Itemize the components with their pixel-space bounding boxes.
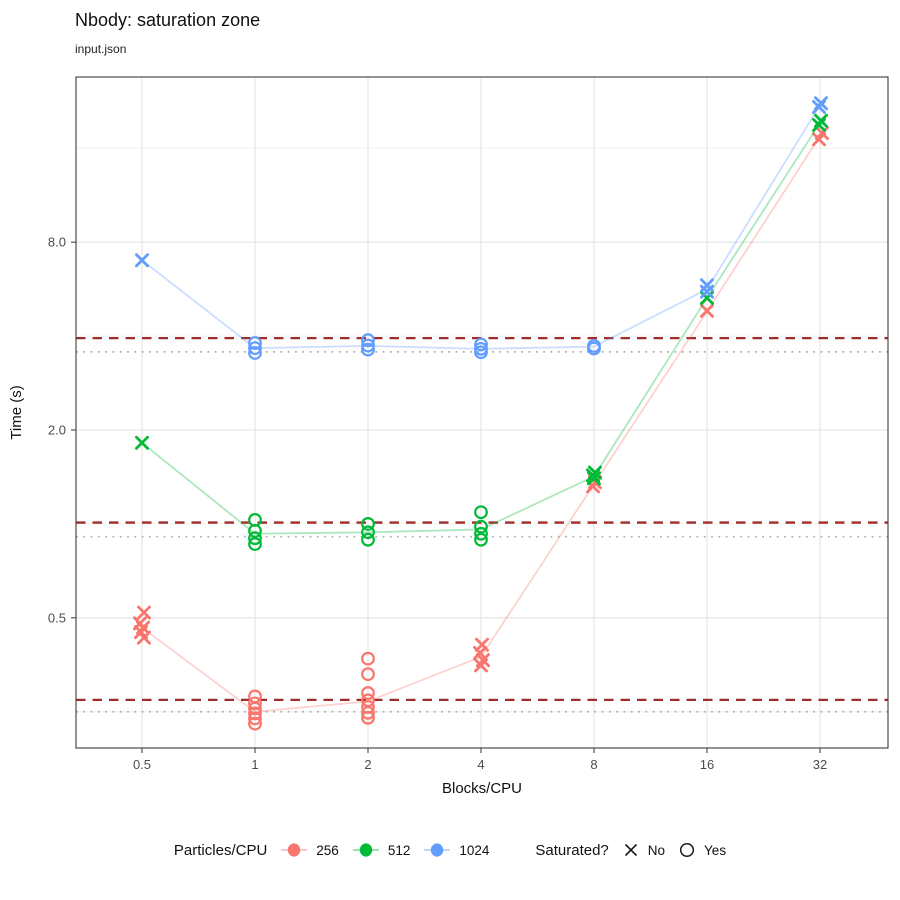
circle-marker-icon	[679, 842, 695, 858]
legend-item-saturated: Yes	[677, 840, 726, 860]
legend-item-512: 512	[351, 840, 411, 860]
point-unsaturated-512	[587, 471, 601, 486]
point-saturated-1024	[361, 338, 375, 353]
x-tick-label: 0.5	[133, 757, 151, 772]
point-saturated-256	[361, 667, 375, 682]
y-axis-title: Time (s)	[8, 385, 25, 439]
legend: Particles/CPU 256 512 1024 Saturated?	[0, 840, 900, 860]
point-saturated-256	[248, 701, 262, 716]
legend-item-not-saturated: No	[621, 840, 665, 860]
point-saturated-1024	[361, 333, 375, 348]
legend-shape-title: Saturated?	[535, 841, 609, 859]
x-tick-label: 8	[590, 757, 597, 772]
x-tick-label: 2	[364, 757, 371, 772]
point-saturated-512	[474, 505, 488, 520]
point-saturated-256	[361, 651, 375, 666]
x-tick-label: 1	[251, 757, 258, 772]
legend-key-512-icon	[352, 843, 379, 857]
legend-item-1024: 1024	[422, 840, 489, 860]
point-unsaturated-1024	[700, 284, 714, 299]
x-tick-label: 4	[477, 757, 484, 772]
point-saturated-1024	[248, 346, 262, 360]
legend-label-256: 256	[316, 842, 339, 858]
point-saturated-256	[248, 706, 262, 721]
point-unsaturated-1024	[812, 99, 826, 114]
point-saturated-512	[248, 537, 262, 551]
x-tick-label: 32	[813, 757, 827, 772]
legend-label-no: No	[647, 842, 666, 858]
point-saturated-512	[361, 517, 375, 531]
point-unsaturated-1024	[135, 253, 149, 268]
point-unsaturated-256	[474, 658, 488, 673]
point-unsaturated-256	[812, 132, 826, 147]
legend-color-title: Particles/CPU	[173, 841, 268, 859]
point-unsaturated-256	[473, 645, 487, 660]
point-saturated-1024	[587, 341, 601, 356]
point-saturated-512	[248, 531, 262, 546]
y-tick-label: 0.5	[48, 610, 66, 625]
point-saturated-1024	[248, 341, 262, 356]
point-saturated-256	[248, 711, 262, 726]
point-saturated-512	[474, 532, 488, 547]
panel-background	[76, 77, 888, 748]
point-saturated-512	[361, 525, 375, 540]
point-saturated-1024	[474, 345, 488, 360]
chart-subtitle: input.json	[75, 42, 127, 56]
point-saturated-1024	[248, 336, 262, 350]
point-saturated-256	[361, 686, 375, 700]
legend-key-1024-icon	[424, 843, 451, 857]
chart-title: Nbody: saturation zone	[75, 10, 261, 30]
point-unsaturated-512	[135, 435, 149, 450]
panel-border	[75, 76, 889, 749]
point-saturated-256	[248, 716, 262, 731]
x-tick-label: 16	[700, 757, 714, 772]
y-tick-label: 8.0	[48, 235, 66, 250]
point-saturated-512	[474, 526, 488, 541]
point-saturated-256	[361, 710, 375, 725]
x-marker-icon	[624, 843, 637, 857]
point-saturated-1024	[474, 337, 488, 352]
point-unsaturated-256	[700, 303, 714, 318]
point-unsaturated-256	[137, 605, 151, 620]
point-saturated-512	[361, 532, 375, 547]
point-unsaturated-512	[812, 117, 826, 132]
point-saturated-256	[248, 696, 262, 711]
x-axis-title: Blocks/CPU	[442, 780, 522, 797]
y-tick-label: 2.0	[48, 423, 66, 438]
legend-label-512: 512	[387, 842, 411, 858]
point-saturated-512	[474, 519, 488, 534]
legend-key-256-icon	[281, 843, 308, 857]
legend-label-yes: Yes	[704, 842, 727, 858]
point-saturated-512	[248, 523, 262, 538]
point-unsaturated-256	[137, 630, 151, 645]
plot-area: 0.5 1 2 4 8 16 32 0.5 2.0 8.0 Blocks/CPU Time (s)	[8, 76, 889, 797]
legend-item-256: 256	[279, 840, 339, 860]
point-saturated-1024	[361, 342, 375, 357]
point-saturated-256	[361, 705, 375, 720]
legend-label-1024: 1024	[459, 842, 490, 858]
